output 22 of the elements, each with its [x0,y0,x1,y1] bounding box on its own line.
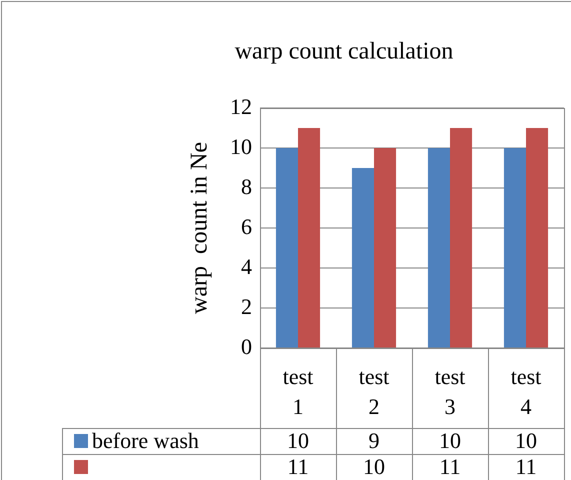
chart-title: warp count calculation [234,38,454,64]
data-label: 11 [439,454,461,479]
x-tick-label: test 1 [282,364,314,419]
data-label: 10 [287,428,309,453]
data-label: 11 [287,454,309,479]
legend-label: before wash [92,428,199,453]
y-tick-label: 4 [241,254,252,279]
y-tick-label: 2 [241,294,252,319]
data-label: 11 [515,454,537,479]
y-tick-label: 8 [241,174,252,199]
y-tick-label: 6 [241,214,252,239]
data-label: 10 [363,454,385,479]
y-tick-label: 12 [230,94,252,119]
y-tick-label: 10 [230,134,252,159]
y-axis-title: warp count in Ne [186,142,212,314]
data-label: 10 [515,428,537,453]
data-label: 10 [439,428,461,453]
x-tick-label: test 2 [358,364,390,419]
x-tick-label: test 4 [510,364,542,419]
data-label: 9 [368,428,380,453]
y-tick-label: 0 [241,334,252,359]
x-tick-label: test 3 [434,364,466,419]
